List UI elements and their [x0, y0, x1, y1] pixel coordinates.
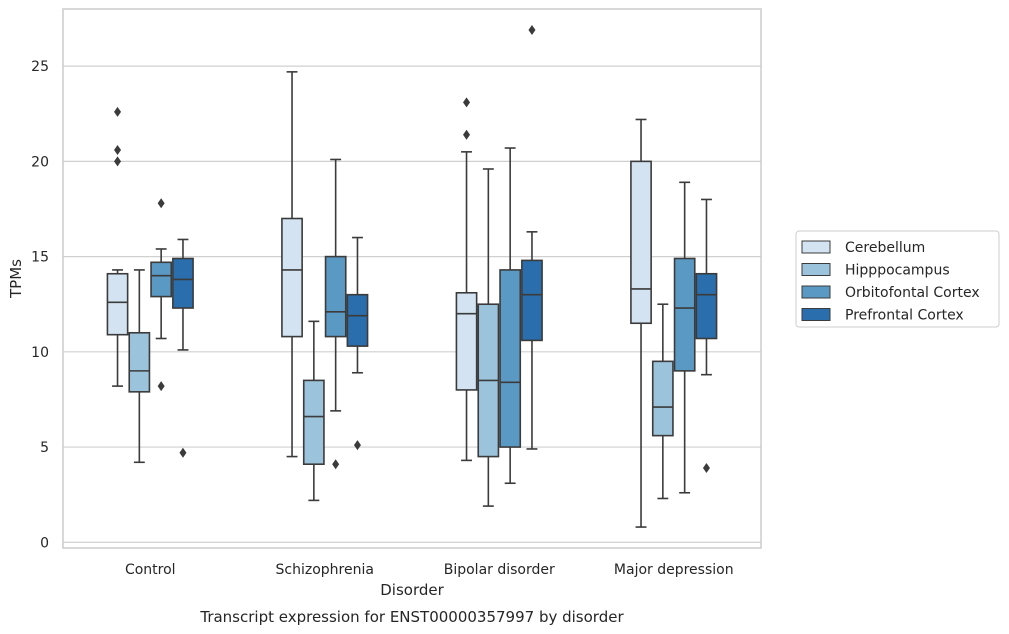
legend-label: Prefrontal Cortex — [845, 308, 964, 324]
outlier-point — [463, 97, 471, 108]
box-prefrontal-cortex — [346, 236, 369, 451]
box-cerebellum — [106, 106, 129, 387]
box-iqr — [302, 379, 325, 465]
box-iqr — [150, 261, 173, 298]
box-iqr — [499, 269, 522, 448]
box-hipppocampus — [651, 303, 674, 500]
outlier-point — [114, 144, 122, 155]
outlier-point — [528, 24, 536, 35]
box-orbitofontal-cortex — [499, 147, 522, 485]
y-tick-label: 20 — [31, 154, 49, 170]
box-iqr — [521, 259, 543, 342]
grid-lines — [63, 65, 761, 543]
box-iqr — [281, 217, 303, 338]
legend-swatch — [801, 285, 831, 299]
box-orbitofontal-cortex — [324, 158, 347, 470]
outlier-point — [114, 156, 122, 167]
box-cerebellum — [281, 71, 303, 458]
box-orbitofontal-cortex — [150, 198, 173, 392]
x-tick-labels: Control Schizophrenia Bipolar disorder Majo… — [125, 562, 734, 578]
box-prefrontal-cortex — [521, 24, 543, 450]
box-iqr — [630, 160, 652, 325]
box-cerebellum — [630, 118, 652, 528]
outlier-point — [463, 129, 471, 140]
box-iqr — [172, 257, 194, 309]
box-iqr — [346, 293, 369, 347]
x-tick-label: Bipolar disorder — [444, 562, 555, 578]
x-tick-label: Control — [125, 562, 176, 578]
box-iqr — [673, 257, 696, 372]
y-axis-label: TPMs — [7, 259, 25, 299]
box-iqr — [695, 272, 718, 340]
y-tick-labels: 0 5 10 15 20 25 — [31, 59, 49, 551]
box-prefrontal-cortex — [172, 238, 194, 458]
outlier-point — [179, 447, 187, 458]
x-axis-label: Disorder — [380, 581, 444, 599]
legend: Cerebellum Hipppocampus Orbitofontal Corte… — [795, 230, 1000, 328]
legend-swatch — [801, 240, 831, 254]
box-iqr — [455, 291, 478, 391]
box-iqr — [106, 272, 129, 336]
boxes — [106, 24, 718, 528]
y-tick-label: 15 — [31, 250, 49, 266]
box-iqr — [651, 360, 674, 437]
x-tick-label: Major depression — [614, 562, 734, 578]
legend-frame — [795, 230, 1000, 328]
y-tick-label: 10 — [31, 345, 49, 361]
box-orbitofontal-cortex — [673, 181, 696, 494]
y-tick-label: 5 — [40, 440, 49, 456]
outlier-point — [332, 459, 340, 470]
outlier-point — [353, 440, 361, 451]
box-hipppocampus — [477, 168, 500, 507]
legend-label: Cerebellum — [845, 240, 925, 256]
box-hipppocampus — [128, 269, 151, 464]
box-prefrontal-cortex — [695, 198, 718, 474]
outlier-point — [114, 106, 122, 117]
y-tick-label: 25 — [31, 59, 49, 75]
y-tick-label: 0 — [40, 535, 49, 551]
legend-swatch — [801, 263, 831, 276]
box-cerebellum — [455, 97, 478, 462]
outlier-point — [702, 463, 710, 474]
plot-frame — [62, 8, 762, 549]
x-tick-label: Schizophrenia — [276, 562, 374, 578]
box-iqr — [128, 331, 151, 393]
outlier-point — [157, 198, 165, 209]
legend-label: Orbitofontal Cortex — [845, 285, 980, 301]
legend-swatch — [801, 308, 831, 321]
chart-caption: Transcript expression for ENST0000035799… — [199, 608, 624, 626]
box-hipppocampus — [302, 320, 325, 502]
outlier-point — [157, 381, 165, 392]
box-iqr — [324, 255, 347, 338]
legend-label: Hipppocampus — [845, 263, 950, 279]
